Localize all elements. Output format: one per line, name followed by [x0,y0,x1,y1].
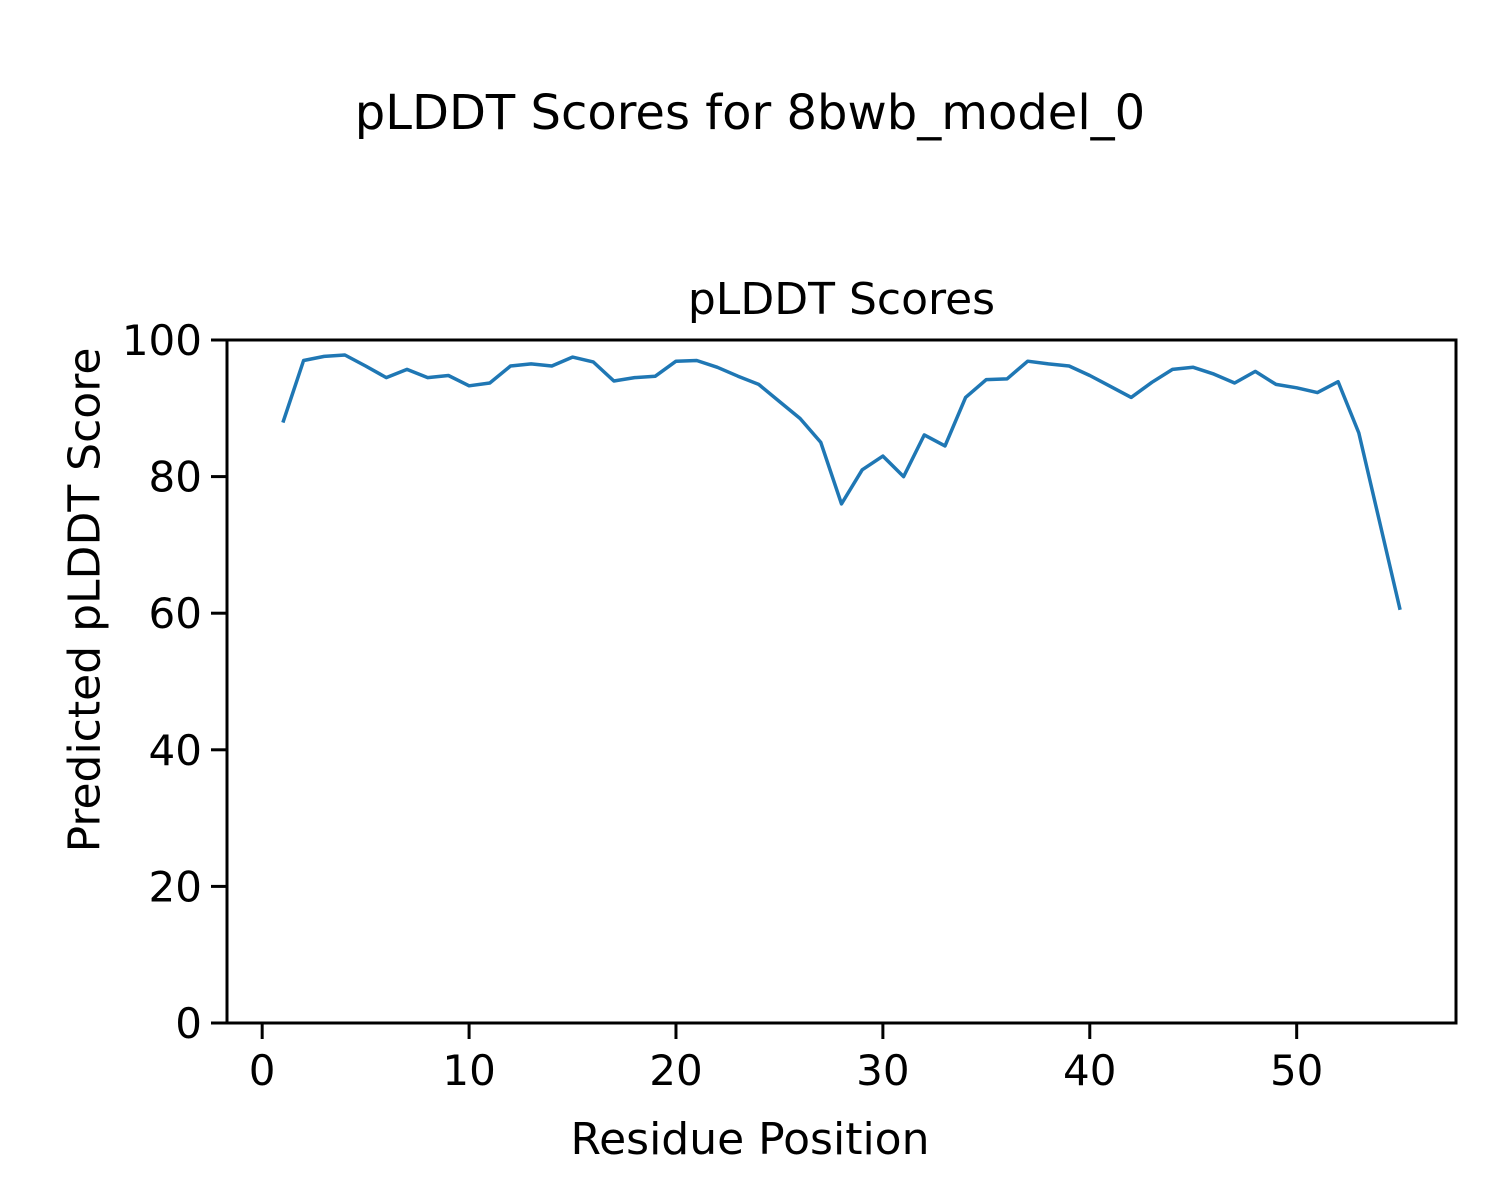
x-tick-label: 40 [1063,1046,1116,1095]
x-tick-label: 30 [856,1046,909,1095]
x-axis-label: Residue Position [570,1114,930,1165]
y-axis-label: Predicted pLDDT Score [59,347,111,853]
axes-border [225,338,1458,1025]
x-tick-label: 20 [649,1046,702,1095]
x-tick-label: 10 [442,1046,495,1095]
x-tick-labels: 0 10 20 30 40 50 [249,1046,1324,1095]
y-tick-label: 100 [122,316,202,365]
y-tick-marks [211,338,227,1025]
y-tick-label: 20 [149,862,202,911]
x-tick-label: 50 [1270,1046,1323,1095]
y-tick-label: 60 [149,589,202,638]
plddt-line [281,353,1402,611]
x-tick-marks [260,1023,1299,1039]
y-tick-label: 40 [149,726,202,775]
y-tick-label: 0 [175,999,202,1048]
figure-suptitle: pLDDT Scores for 8bwb_model_0 [354,85,1146,141]
y-tick-label: 80 [149,453,202,502]
x-tick-label: 0 [249,1046,276,1095]
y-tick-labels: 0 20 40 60 80 100 [122,316,202,1048]
axes-title: pLDDT Scores [687,274,996,325]
